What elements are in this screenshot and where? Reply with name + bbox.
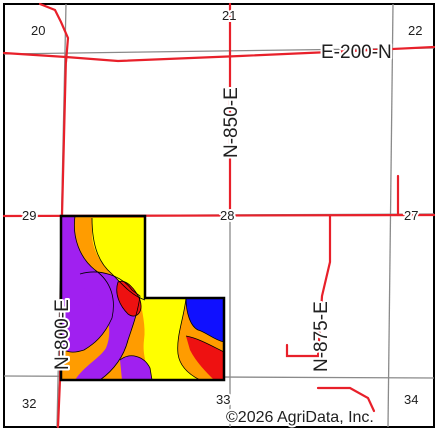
copyright-text: ©2026 AgriData, Inc. (226, 409, 374, 426)
road-labels: E-200-N N-850-E N-875-E N-800-E (50, 40, 394, 374)
road-e200n-line (2, 45, 436, 63)
section-number-27: 27 (404, 208, 418, 223)
section-number-21: 21 (222, 8, 236, 23)
road-label-n875e: N-875-E (311, 301, 332, 372)
soil-yellow-area-north (92, 218, 145, 300)
section-number-20: 20 (31, 23, 45, 38)
soil-purple-area-south (120, 355, 152, 380)
section-labels: 20 21 22 29 28 27 32 33 34 (20, 6, 424, 413)
section-number-32: 32 (22, 396, 36, 411)
soil-yellow-area-south (140, 298, 200, 380)
soil-red-area-south (186, 336, 224, 380)
road-south-curve (316, 386, 376, 413)
road-nw-curve (38, 2, 70, 64)
road-label-n850e: N-850-E (221, 87, 242, 158)
field-soils (61, 216, 224, 380)
section-number-29: 29 (22, 208, 36, 223)
section-number-34: 34 (404, 392, 418, 407)
road-label-e200n: E-200-N (321, 42, 392, 63)
section-number-22: 22 (408, 23, 422, 38)
road-label-n800e: N-800-E (52, 299, 73, 370)
soil-boundaries (61, 216, 224, 380)
section-line-north (3, 47, 435, 55)
field-boundary[interactable] (59, 214, 226, 382)
section-number-28: 28 (220, 208, 234, 223)
section-number-33: 33 (216, 392, 230, 407)
road-n875e-line (285, 214, 332, 358)
soil-blue-area (186, 298, 224, 342)
